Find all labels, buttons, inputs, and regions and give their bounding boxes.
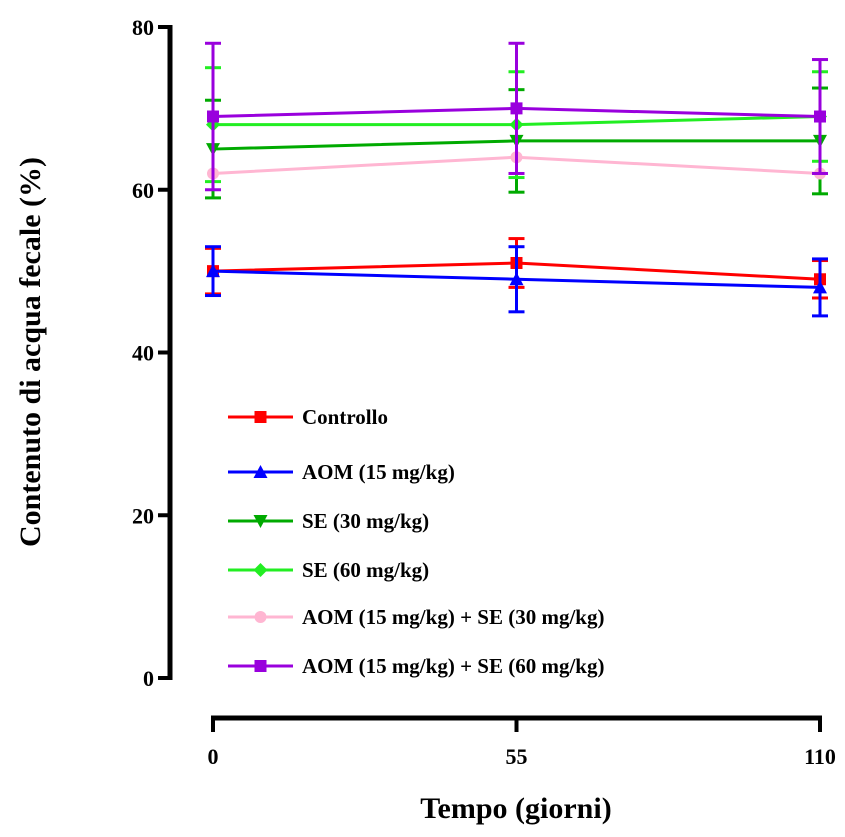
x-tick-label: 110 — [804, 744, 836, 769]
data-point — [509, 272, 524, 286]
series-2 — [205, 245, 828, 318]
legend-marker — [254, 660, 267, 672]
y-tick-label: 80 — [132, 15, 154, 40]
legend-label: AOM (15 mg/kg) + SE (60 mg/kg) — [302, 654, 604, 678]
y-axis: 0 20 40 60 80 — [132, 15, 173, 691]
legend-label: Controllo — [302, 405, 388, 429]
legend-item: AOM (15 mg/kg) + SE (60 mg/kg) — [228, 654, 604, 678]
x-axis-title: Tempo (giorni) — [420, 792, 611, 825]
series-6 — [205, 41, 828, 192]
legend-item: AOM (15 mg/kg) — [228, 460, 455, 484]
legend-item: AOM (15 mg/kg) + SE (30 mg/kg) — [228, 605, 604, 629]
y-tick-label: 60 — [132, 178, 154, 203]
data-point — [207, 110, 219, 123]
data-point — [510, 102, 523, 115]
x-tick-label: 0 — [208, 744, 219, 769]
series-layer — [205, 41, 828, 318]
y-tick-label: 20 — [132, 503, 154, 528]
x-tick-label: 55 — [506, 744, 528, 769]
legend-marker — [254, 611, 267, 623]
legend-item: SE (30 mg/kg) — [228, 509, 429, 533]
legend: Controllo AOM (15 mg/kg) SE (30 mg/kg) SE (… — [228, 405, 604, 678]
legend-label: SE (30 mg/kg) — [302, 509, 429, 533]
legend-marker — [253, 465, 268, 478]
legend-item: SE (60 mg/kg) — [228, 558, 429, 582]
data-point — [206, 264, 220, 278]
legend-marker — [253, 515, 268, 528]
legend-marker — [254, 411, 267, 423]
legend-label: AOM (15 mg/kg) + SE (30 mg/kg) — [302, 605, 604, 629]
y-tick-label: 40 — [132, 341, 154, 366]
data-point — [814, 110, 826, 123]
x-axis: 0 55 110 — [208, 715, 836, 769]
legend-marker — [253, 563, 268, 577]
legend-label: AOM (15 mg/kg) — [302, 460, 455, 484]
data-point — [813, 280, 827, 294]
legend-item: Controllo — [228, 405, 388, 429]
legend-label: SE (60 mg/kg) — [302, 558, 429, 582]
y-tick-label: 0 — [143, 666, 154, 691]
y-axis-title: Contenuto di acqua fecale (%) — [14, 157, 47, 547]
